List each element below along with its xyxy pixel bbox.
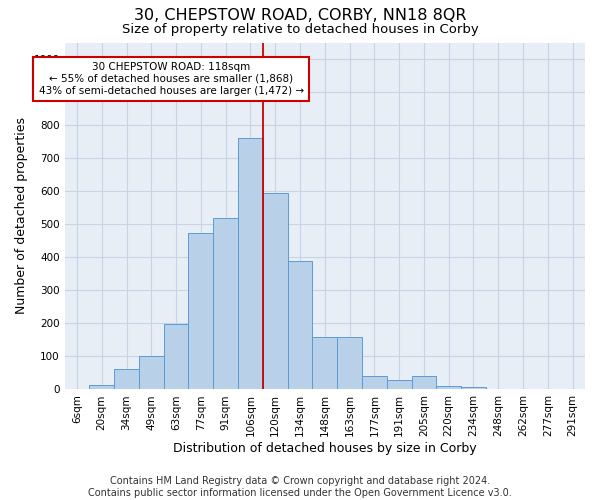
Bar [461,387,486,390]
Bar [436,386,461,390]
Bar [313,336,337,390]
Bar [188,232,213,390]
Bar [164,324,188,390]
Bar [412,376,436,390]
Bar [114,369,139,390]
Bar [89,385,114,390]
Bar [387,380,412,390]
Text: Contains HM Land Registry data © Crown copyright and database right 2024.
Contai: Contains HM Land Registry data © Crown c… [88,476,512,498]
Text: 30, CHEPSTOW ROAD, CORBY, NN18 8QR: 30, CHEPSTOW ROAD, CORBY, NN18 8QR [134,8,466,22]
Bar [213,218,238,390]
Text: Size of property relative to detached houses in Corby: Size of property relative to detached ho… [122,22,478,36]
Y-axis label: Number of detached properties: Number of detached properties [15,118,28,314]
Bar [287,260,313,390]
Bar [263,193,287,390]
Bar [362,376,387,390]
X-axis label: Distribution of detached houses by size in Corby: Distribution of detached houses by size … [173,442,476,455]
Bar [139,356,164,390]
Text: 30 CHEPSTOW ROAD: 118sqm
← 55% of detached houses are smaller (1,868)
43% of sem: 30 CHEPSTOW ROAD: 118sqm ← 55% of detach… [38,62,304,96]
Bar [337,336,362,390]
Bar [238,138,263,390]
